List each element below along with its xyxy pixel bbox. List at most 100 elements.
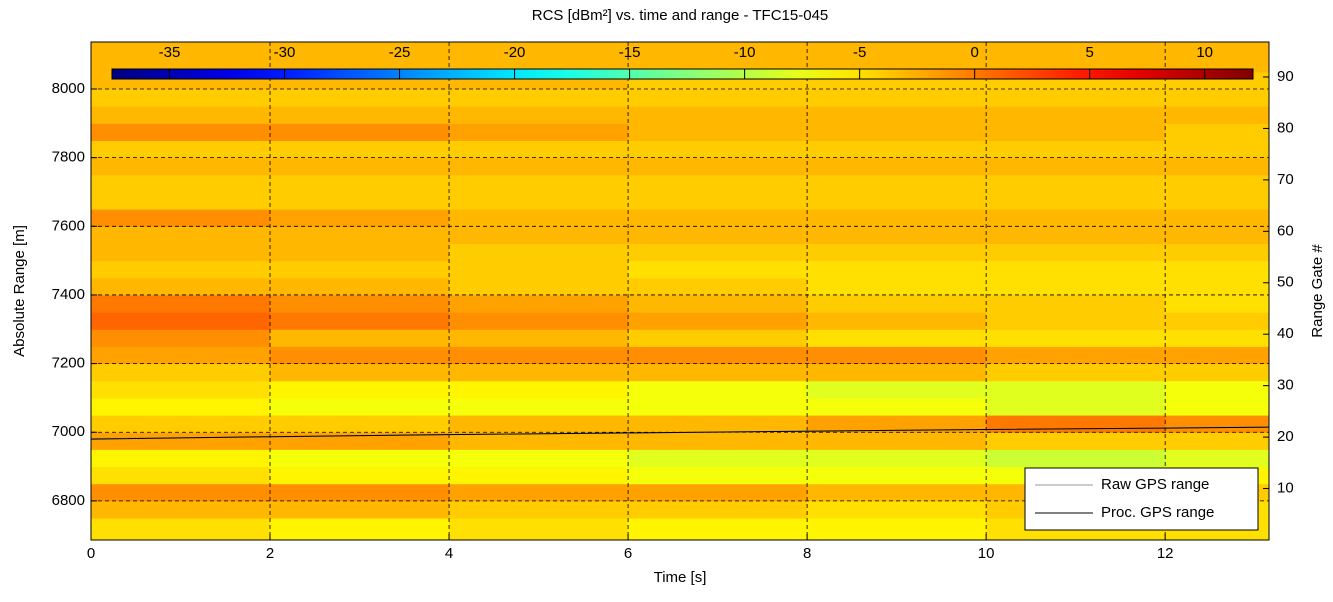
colorbar <box>111 68 1254 80</box>
heatmap-cell <box>91 174 271 193</box>
y-tick-label: 7400 <box>52 286 85 303</box>
heatmap-cell <box>628 483 808 502</box>
heatmap-cell <box>986 140 1166 159</box>
x-axis-label: Time [s] <box>654 569 707 586</box>
heatmap-cell <box>986 294 1166 313</box>
heatmap-cell <box>270 415 450 433</box>
heatmap-cell <box>91 243 271 262</box>
heatmap-cell <box>1165 123 1269 142</box>
heatmap-cell <box>807 483 987 502</box>
heatmap-cell <box>449 243 629 262</box>
heatmap-cell <box>270 123 450 142</box>
heatmap-cell <box>449 329 629 347</box>
heatmap-cell <box>91 157 271 176</box>
heatmap-cell <box>449 106 629 124</box>
heatmap-cell <box>449 518 629 540</box>
heatmap-cell <box>1165 226 1269 244</box>
heatmap-cell <box>628 123 808 142</box>
y-tick-label: 7800 <box>52 149 85 166</box>
y2-tick-label: 80 <box>1277 119 1294 136</box>
heatmap-cell <box>986 380 1166 399</box>
heatmap-cell <box>807 260 987 279</box>
x-tick-label: 8 <box>803 545 811 562</box>
heatmap-cell <box>270 277 450 296</box>
heatmap-cell <box>986 157 1166 176</box>
heatmap-cell <box>270 226 450 244</box>
heatmap-cell <box>449 415 629 433</box>
heatmap-cell <box>986 449 1166 468</box>
heatmap-cell <box>449 54 629 73</box>
heatmap-cell <box>270 89 450 107</box>
heatmap-cell <box>986 363 1166 382</box>
heatmap-cell <box>807 106 987 124</box>
heatmap-cell <box>807 312 987 330</box>
heatmap-cell <box>1165 106 1269 124</box>
heatmap-cell <box>270 329 450 347</box>
heatmap-cell <box>1165 312 1269 330</box>
heatmap-cell <box>807 209 987 227</box>
y-axis-label: Absolute Range [m] <box>11 225 28 357</box>
heatmap-cell <box>270 466 450 485</box>
heatmap-cell <box>807 500 987 519</box>
heatmap-cell <box>807 243 987 262</box>
heatmap-cell <box>91 140 271 159</box>
heatmap-cell <box>91 380 271 399</box>
heatmap-cell <box>628 157 808 176</box>
heatmap-cell <box>270 294 450 313</box>
heatmap-cell <box>628 174 808 193</box>
heatmap-cell <box>986 277 1166 296</box>
heatmap-cell <box>986 226 1166 244</box>
x-tick-label: 4 <box>445 545 453 562</box>
heatmap-cell <box>986 260 1166 279</box>
heatmap-cell <box>807 277 987 296</box>
heatmap-cell <box>449 449 629 468</box>
heatmap-cell <box>91 466 271 485</box>
heatmap-cell <box>449 312 629 330</box>
heatmap-cell <box>986 209 1166 227</box>
heatmap-cell <box>270 449 450 468</box>
heatmap-cell <box>449 174 629 193</box>
x-tick-label: 2 <box>266 545 274 562</box>
heatmap-cell <box>1165 346 1269 365</box>
x-tick-label: 10 <box>978 545 995 562</box>
y2-tick-label: 90 <box>1277 68 1294 85</box>
heatmap-cell <box>1165 363 1269 382</box>
heatmap-cell <box>1165 329 1269 347</box>
heatmap-cell <box>449 277 629 296</box>
heatmap-cell <box>807 174 987 193</box>
heatmap-cell <box>91 89 271 107</box>
heatmap-cell <box>1165 243 1269 262</box>
heatmap-cell <box>628 243 808 262</box>
legend-label: Proc. GPS range <box>1101 504 1214 521</box>
heatmap-cell <box>628 466 808 485</box>
heatmap-cell <box>986 432 1166 450</box>
heatmap-cell <box>807 226 987 244</box>
heatmap-cell <box>449 191 629 210</box>
heatmap-cell <box>91 500 271 519</box>
y2-tick-label: 50 <box>1277 274 1294 291</box>
heatmap-cell <box>807 294 987 313</box>
colorbar-tick-label: -25 <box>389 44 411 61</box>
heatmap-cell <box>807 329 987 347</box>
x-tick-label: 12 <box>1157 545 1174 562</box>
heatmap-cell <box>628 42 808 56</box>
heatmap-cell <box>807 518 987 540</box>
colorbar-tick-label: -30 <box>274 44 296 61</box>
heatmap-cell <box>628 380 808 399</box>
heatmap-cell <box>270 54 450 73</box>
heatmap-cell <box>807 54 987 73</box>
heatmap-cell <box>449 483 629 502</box>
heatmap-cell <box>91 397 271 416</box>
heatmap-cell <box>1165 380 1269 399</box>
heatmap-cell <box>807 432 987 450</box>
heatmap-cell <box>807 466 987 485</box>
heatmap-cell <box>1165 294 1269 313</box>
gps-line <box>91 426 1269 440</box>
heatmap-cell <box>1165 209 1269 227</box>
colorbar-tick-label: -15 <box>619 44 641 61</box>
heatmap-cell <box>628 346 808 365</box>
heatmap-cell <box>807 346 987 365</box>
y-tick-label: 6800 <box>52 492 85 509</box>
heatmap-cell <box>91 294 271 313</box>
heatmap-cell <box>270 260 450 279</box>
